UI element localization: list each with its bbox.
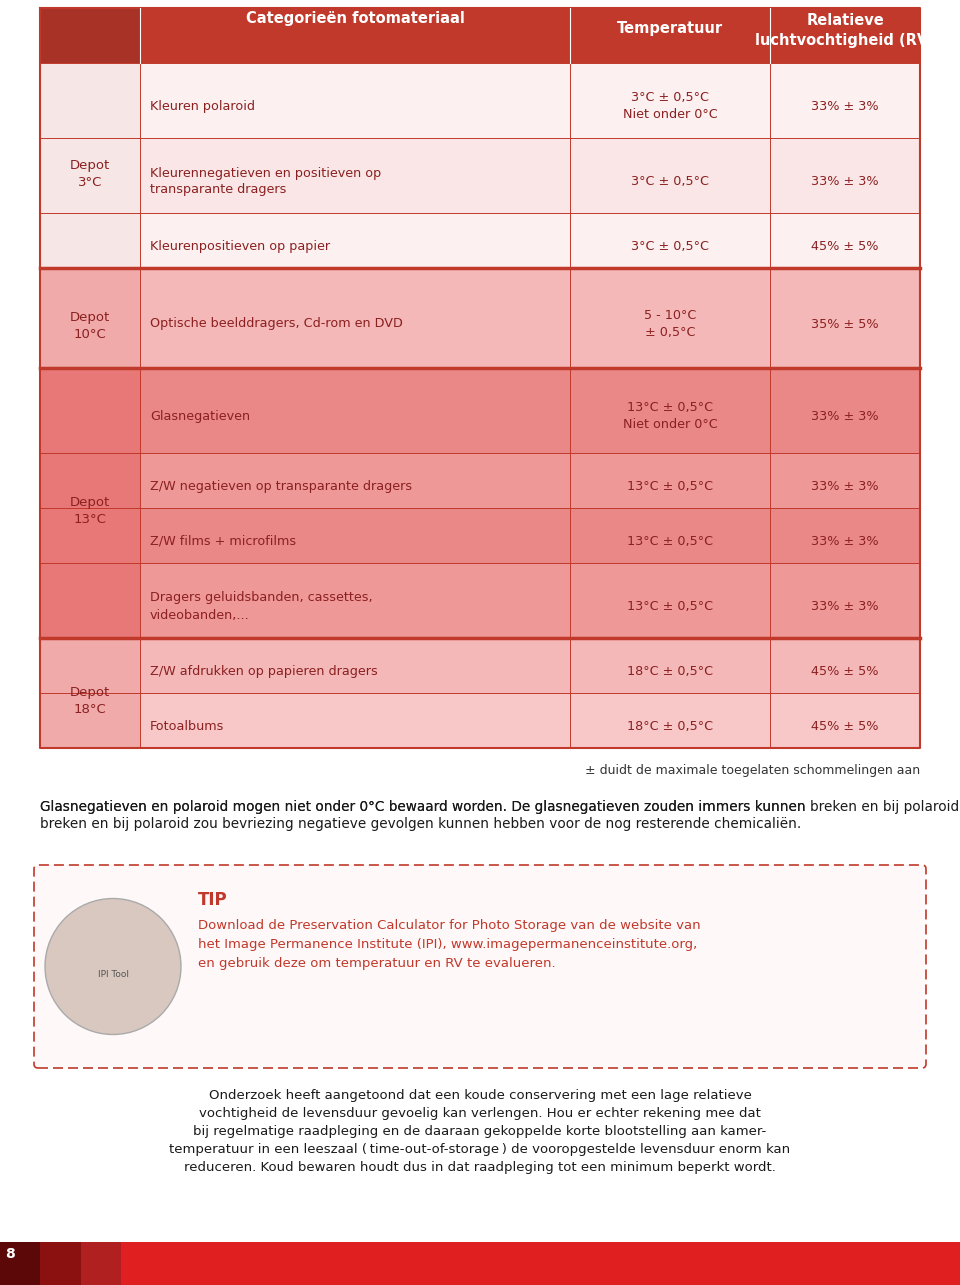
Text: Glasnegatieven en polaroid mogen niet onder 0°C bewaard worden. De glasnegatieve: Glasnegatieven en polaroid mogen niet on… — [40, 801, 960, 813]
Text: en gebruik deze om temperatuur en RV te evalueren.: en gebruik deze om temperatuur en RV te … — [198, 957, 556, 970]
Bar — [40, 368, 140, 637]
Text: Relatieve
luchtvochtigheid (RV): Relatieve luchtvochtigheid (RV) — [756, 13, 935, 48]
Text: 13°C ± 0,5°C: 13°C ± 0,5°C — [627, 600, 713, 613]
Bar — [121, 1243, 960, 1285]
Bar — [40, 269, 140, 368]
Bar — [140, 454, 920, 508]
Text: reduceren. Koud bewaren houdt dus in dat raadpleging tot een minimum beperkt wor: reduceren. Koud bewaren houdt dus in dat… — [184, 1162, 776, 1174]
Text: Categorieën fotomateriaal: Categorieën fotomateriaal — [246, 12, 465, 26]
Bar — [140, 213, 920, 269]
Text: 5 - 10°C
± 0,5°C: 5 - 10°C ± 0,5°C — [644, 308, 696, 339]
Text: 33% ± 3%: 33% ± 3% — [811, 535, 878, 547]
Text: Onderzoek heeft aangetoond dat een koude conservering met een lage relatieve: Onderzoek heeft aangetoond dat een koude… — [208, 1088, 752, 1103]
Text: 45% ± 5%: 45% ± 5% — [811, 240, 878, 253]
Bar — [40, 63, 140, 269]
Circle shape — [45, 898, 181, 1034]
Bar — [140, 693, 920, 748]
Text: 3°C ± 0,5°C: 3°C ± 0,5°C — [631, 240, 709, 253]
Text: 33% ± 3%: 33% ± 3% — [811, 175, 878, 188]
Text: 3°C ± 0,5°C: 3°C ± 0,5°C — [631, 175, 709, 188]
Text: 18°C ± 0,5°C: 18°C ± 0,5°C — [627, 720, 713, 732]
Bar — [140, 63, 920, 137]
Text: Depot
3°C: Depot 3°C — [70, 158, 110, 189]
Text: 3°C ± 0,5°C
Niet onder 0°C: 3°C ± 0,5°C Niet onder 0°C — [623, 91, 717, 122]
Text: 33% ± 3%: 33% ± 3% — [811, 410, 878, 423]
Bar — [40, 1243, 81, 1285]
Text: 33% ± 3%: 33% ± 3% — [811, 600, 878, 613]
Bar — [140, 8, 920, 63]
Text: 13°C ± 0,5°C: 13°C ± 0,5°C — [627, 535, 713, 547]
Text: bij regelmatige raadpleging en de daaraan gekoppelde korte blootstelling aan kam: bij regelmatige raadpleging en de daaraa… — [193, 1124, 767, 1139]
Bar — [140, 508, 920, 563]
Bar — [140, 368, 920, 454]
Text: Dragers geluidsbanden, cassettes,
videobanden,...: Dragers geluidsbanden, cassettes, videob… — [150, 591, 372, 622]
Text: 8: 8 — [5, 1246, 14, 1261]
Text: ± duidt de maximale toegelaten schommelingen aan: ± duidt de maximale toegelaten schommeli… — [585, 765, 920, 777]
Text: temperatuur in een leeszaal ( time-out-of-storage ) de vooropgestelde levensduur: temperatuur in een leeszaal ( time-out-o… — [169, 1142, 791, 1156]
Text: Depot
18°C: Depot 18°C — [70, 686, 110, 716]
Bar — [140, 137, 920, 213]
Text: TIP: TIP — [198, 891, 228, 908]
Text: vochtigheid de levensduur gevoelig kan verlengen. Hou er echter rekening mee dat: vochtigheid de levensduur gevoelig kan v… — [199, 1106, 761, 1121]
Text: Glasnegatieven: Glasnegatieven — [150, 410, 251, 423]
Text: 35% ± 5%: 35% ± 5% — [811, 317, 878, 330]
Bar — [40, 8, 140, 63]
Text: Kleurenpositieven op papier: Kleurenpositieven op papier — [150, 240, 330, 253]
Bar — [40, 637, 140, 748]
Text: Glasnegatieven en polaroid mogen niet onder 0°C bewaard worden. De glasnegatieve: Glasnegatieven en polaroid mogen niet on… — [40, 801, 805, 813]
Text: Z/W films + microfilms: Z/W films + microfilms — [150, 535, 296, 547]
Text: 13°C ± 0,5°C: 13°C ± 0,5°C — [627, 481, 713, 493]
Text: 45% ± 5%: 45% ± 5% — [811, 720, 878, 732]
Text: Kleurennegatieven en positieven op
transparante dragers: Kleurennegatieven en positieven op trans… — [150, 167, 381, 197]
Bar — [140, 269, 920, 368]
Text: Temperatuur: Temperatuur — [617, 21, 723, 36]
Bar — [0, 1243, 40, 1285]
Text: 33% ± 3%: 33% ± 3% — [811, 481, 878, 493]
FancyBboxPatch shape — [34, 865, 926, 1068]
Text: Fotoalbums: Fotoalbums — [150, 720, 225, 732]
Bar — [140, 563, 920, 637]
Text: Depot
13°C: Depot 13°C — [70, 496, 110, 526]
Text: Download de Preservation Calculator for Photo Storage van de website van: Download de Preservation Calculator for … — [198, 919, 701, 932]
Text: Z/W afdrukken op papieren dragers: Z/W afdrukken op papieren dragers — [150, 666, 377, 678]
Text: 18°C ± 0,5°C: 18°C ± 0,5°C — [627, 666, 713, 678]
Bar — [81, 1243, 121, 1285]
Text: IPI Tool: IPI Tool — [98, 970, 129, 979]
Text: 33% ± 3%: 33% ± 3% — [811, 100, 878, 113]
Text: Kleuren polaroid: Kleuren polaroid — [150, 100, 255, 113]
Text: Depot
10°C: Depot 10°C — [70, 311, 110, 341]
Text: 45% ± 5%: 45% ± 5% — [811, 666, 878, 678]
Text: Optische beelddragers, Cd-rom en DVD: Optische beelddragers, Cd-rom en DVD — [150, 317, 403, 330]
Text: het Image Permanence Institute (IPI), www.imagepermanenceinstitute.org,: het Image Permanence Institute (IPI), ww… — [198, 938, 697, 951]
Text: Z/W negatieven op transparante dragers: Z/W negatieven op transparante dragers — [150, 481, 412, 493]
Text: 13°C ± 0,5°C
Niet onder 0°C: 13°C ± 0,5°C Niet onder 0°C — [623, 401, 717, 432]
Text: breken en bij polaroid zou bevriezing negatieve gevolgen kunnen hebben voor de n: breken en bij polaroid zou bevriezing ne… — [40, 817, 802, 831]
Bar — [140, 637, 920, 693]
